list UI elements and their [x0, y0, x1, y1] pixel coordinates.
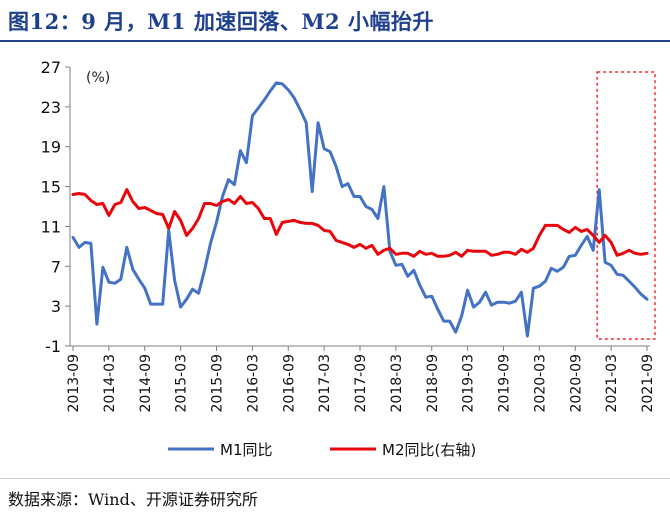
x-tick-label: 2019-03: [461, 354, 477, 413]
y-tick-label: 27: [41, 58, 61, 77]
x-tick-label: 2019-09: [497, 354, 513, 413]
footer-divider: [0, 478, 670, 479]
y-tick-label: 23: [41, 98, 61, 117]
x-tick-label: 2014-03: [102, 354, 118, 413]
x-tick-label: 2017-03: [317, 354, 333, 413]
y-tick-label: 11: [41, 217, 61, 236]
legend-m2-label: M2同比(右轴): [382, 441, 476, 459]
y-tick-label: 3: [51, 297, 61, 316]
x-tick-label: 2017-09: [353, 354, 369, 413]
m2-series-line: [71, 188, 649, 258]
x-tick-label: 2018-03: [389, 354, 405, 413]
x-tick-label: 2021-09: [640, 354, 656, 413]
x-tick-label: 2020-03: [532, 354, 548, 413]
y-tick-label: -1: [45, 337, 61, 356]
x-tick-labels: 2013-09 2014-03 2014-09 2015-03 2015-09 2016-…: [66, 346, 656, 413]
y-tick-label: 19: [41, 138, 61, 157]
chart-title: 图12：9 月，M1 加速回落、M2 小幅抬升: [8, 9, 434, 34]
x-tick-label: 2018-09: [425, 354, 441, 413]
x-tick-label: 2016-09: [281, 354, 297, 413]
x-tick-label: 2013-09: [66, 354, 82, 413]
legend: M1同比 M2同比(右轴): [168, 441, 476, 459]
legend-m1-label: M1同比: [220, 441, 273, 459]
x-tick-label: 2015-09: [210, 354, 226, 413]
y-tick-label: 7: [51, 257, 61, 276]
y-tick-label: 15: [41, 178, 61, 197]
x-tick-label: 2016-03: [245, 354, 261, 413]
title-underline: [0, 40, 670, 42]
m1-series-line: [71, 81, 649, 338]
x-tick-label: 2021-03: [604, 354, 620, 413]
unit-label: (%): [86, 70, 110, 86]
x-tick-label: 2015-03: [174, 354, 190, 413]
line-chart: -1 3 7 11 15 19 23 27 2013-09 2014-03 2014-09 2015…: [41, 58, 656, 459]
source-note: 数据来源：Wind、开源证券研究所: [8, 490, 258, 509]
x-tick-label: 2014-09: [138, 354, 154, 413]
y-tick-labels: -1 3 7 11 15 19 23 27: [41, 58, 70, 356]
x-tick-label: 2020-09: [568, 354, 584, 413]
series-lines: [71, 81, 649, 338]
